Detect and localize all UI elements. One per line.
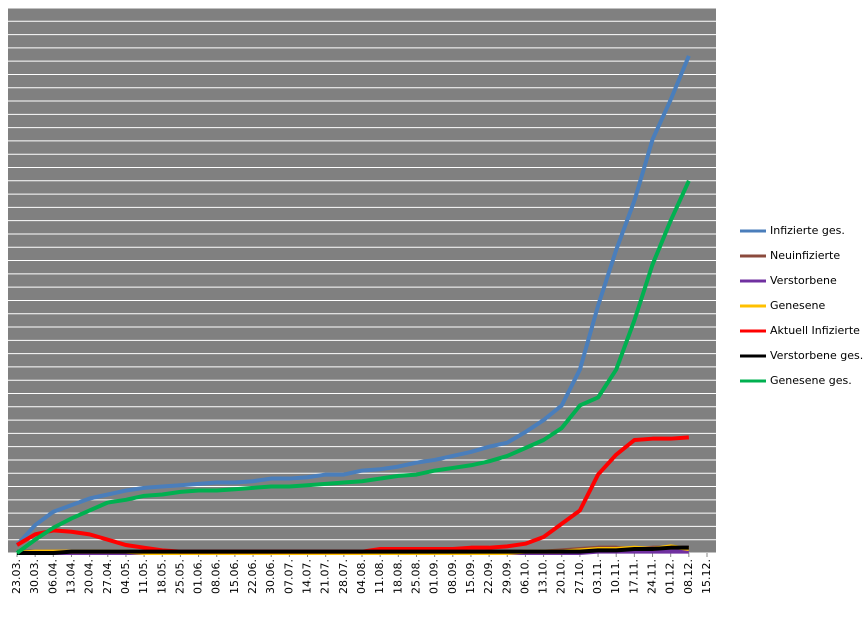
legend-label: Verstorbene (770, 274, 837, 287)
series-line (15, 179, 691, 555)
legend-label: Genesene (770, 299, 826, 312)
x-tick-label: 22.06. (246, 559, 259, 594)
x-tick-label: 06.04. (46, 559, 59, 594)
x-tick-label: 08.09. (446, 559, 459, 594)
x-tick-label: 06.10. (518, 559, 531, 594)
x-tick-label: 07.07. (282, 559, 295, 594)
x-tick-label: 10.11. (609, 559, 622, 594)
x-tick-label: 04.05. (119, 559, 132, 594)
x-tick-label: 15.12. (700, 559, 713, 594)
x-tick-label: 29.09. (500, 559, 513, 594)
x-tick-label: 04.08. (355, 559, 368, 594)
x-tick-label: 20.04. (83, 559, 96, 594)
x-tick-label: 11.05. (137, 559, 150, 594)
legend-label: Verstorbene ges. (770, 349, 863, 362)
x-tick-label: 01.09. (428, 559, 441, 594)
series-line (15, 55, 691, 547)
x-tick-label: 01.12. (664, 559, 677, 594)
x-tick-label: 23.03. (10, 559, 23, 594)
x-tick-label: 14.07. (301, 559, 314, 594)
x-tick-label: 08.12. (682, 559, 695, 594)
x-tick-label: 17.11. (627, 559, 640, 594)
x-tick-label: 20.10. (555, 559, 568, 594)
x-tick-label: 13.10. (537, 559, 550, 594)
legend-label: Infizierte ges. (770, 224, 845, 237)
x-tick-label: 22.09. (482, 559, 495, 594)
series-line (17, 545, 689, 555)
x-tick-label: 25.08. (409, 559, 422, 594)
legend-label: Neuinfizierte (770, 249, 840, 262)
x-tick-label: 08.06. (210, 559, 223, 594)
legend-label: Aktuell Infizierte (770, 324, 860, 337)
x-tick-label: 15.06. (228, 559, 241, 594)
x-tick-label: 13.04. (64, 559, 77, 594)
x-tick-label: 25.05. (173, 559, 186, 594)
x-tick-label: 27.10. (573, 559, 586, 594)
x-tick-label: 18.05. (155, 559, 168, 594)
legend-label: Genesene ges. (770, 374, 852, 387)
x-tick-label: 24.11. (646, 559, 659, 594)
x-tick-label: 15.09. (464, 559, 477, 594)
x-tick-label: 30.03. (28, 559, 41, 594)
plot-area (8, 8, 716, 553)
x-tick-label: 11.08. (373, 559, 386, 594)
x-tick-label: 03.11. (591, 559, 604, 594)
x-tick-label: 21.07. (319, 559, 332, 594)
x-tick-label: 27.04. (101, 559, 114, 594)
x-tick-label: 01.06. (192, 559, 205, 594)
x-tick-label: 18.08. (391, 559, 404, 594)
x-tick-label: 30.06. (264, 559, 277, 594)
x-tick-label: 28.07. (337, 559, 350, 594)
